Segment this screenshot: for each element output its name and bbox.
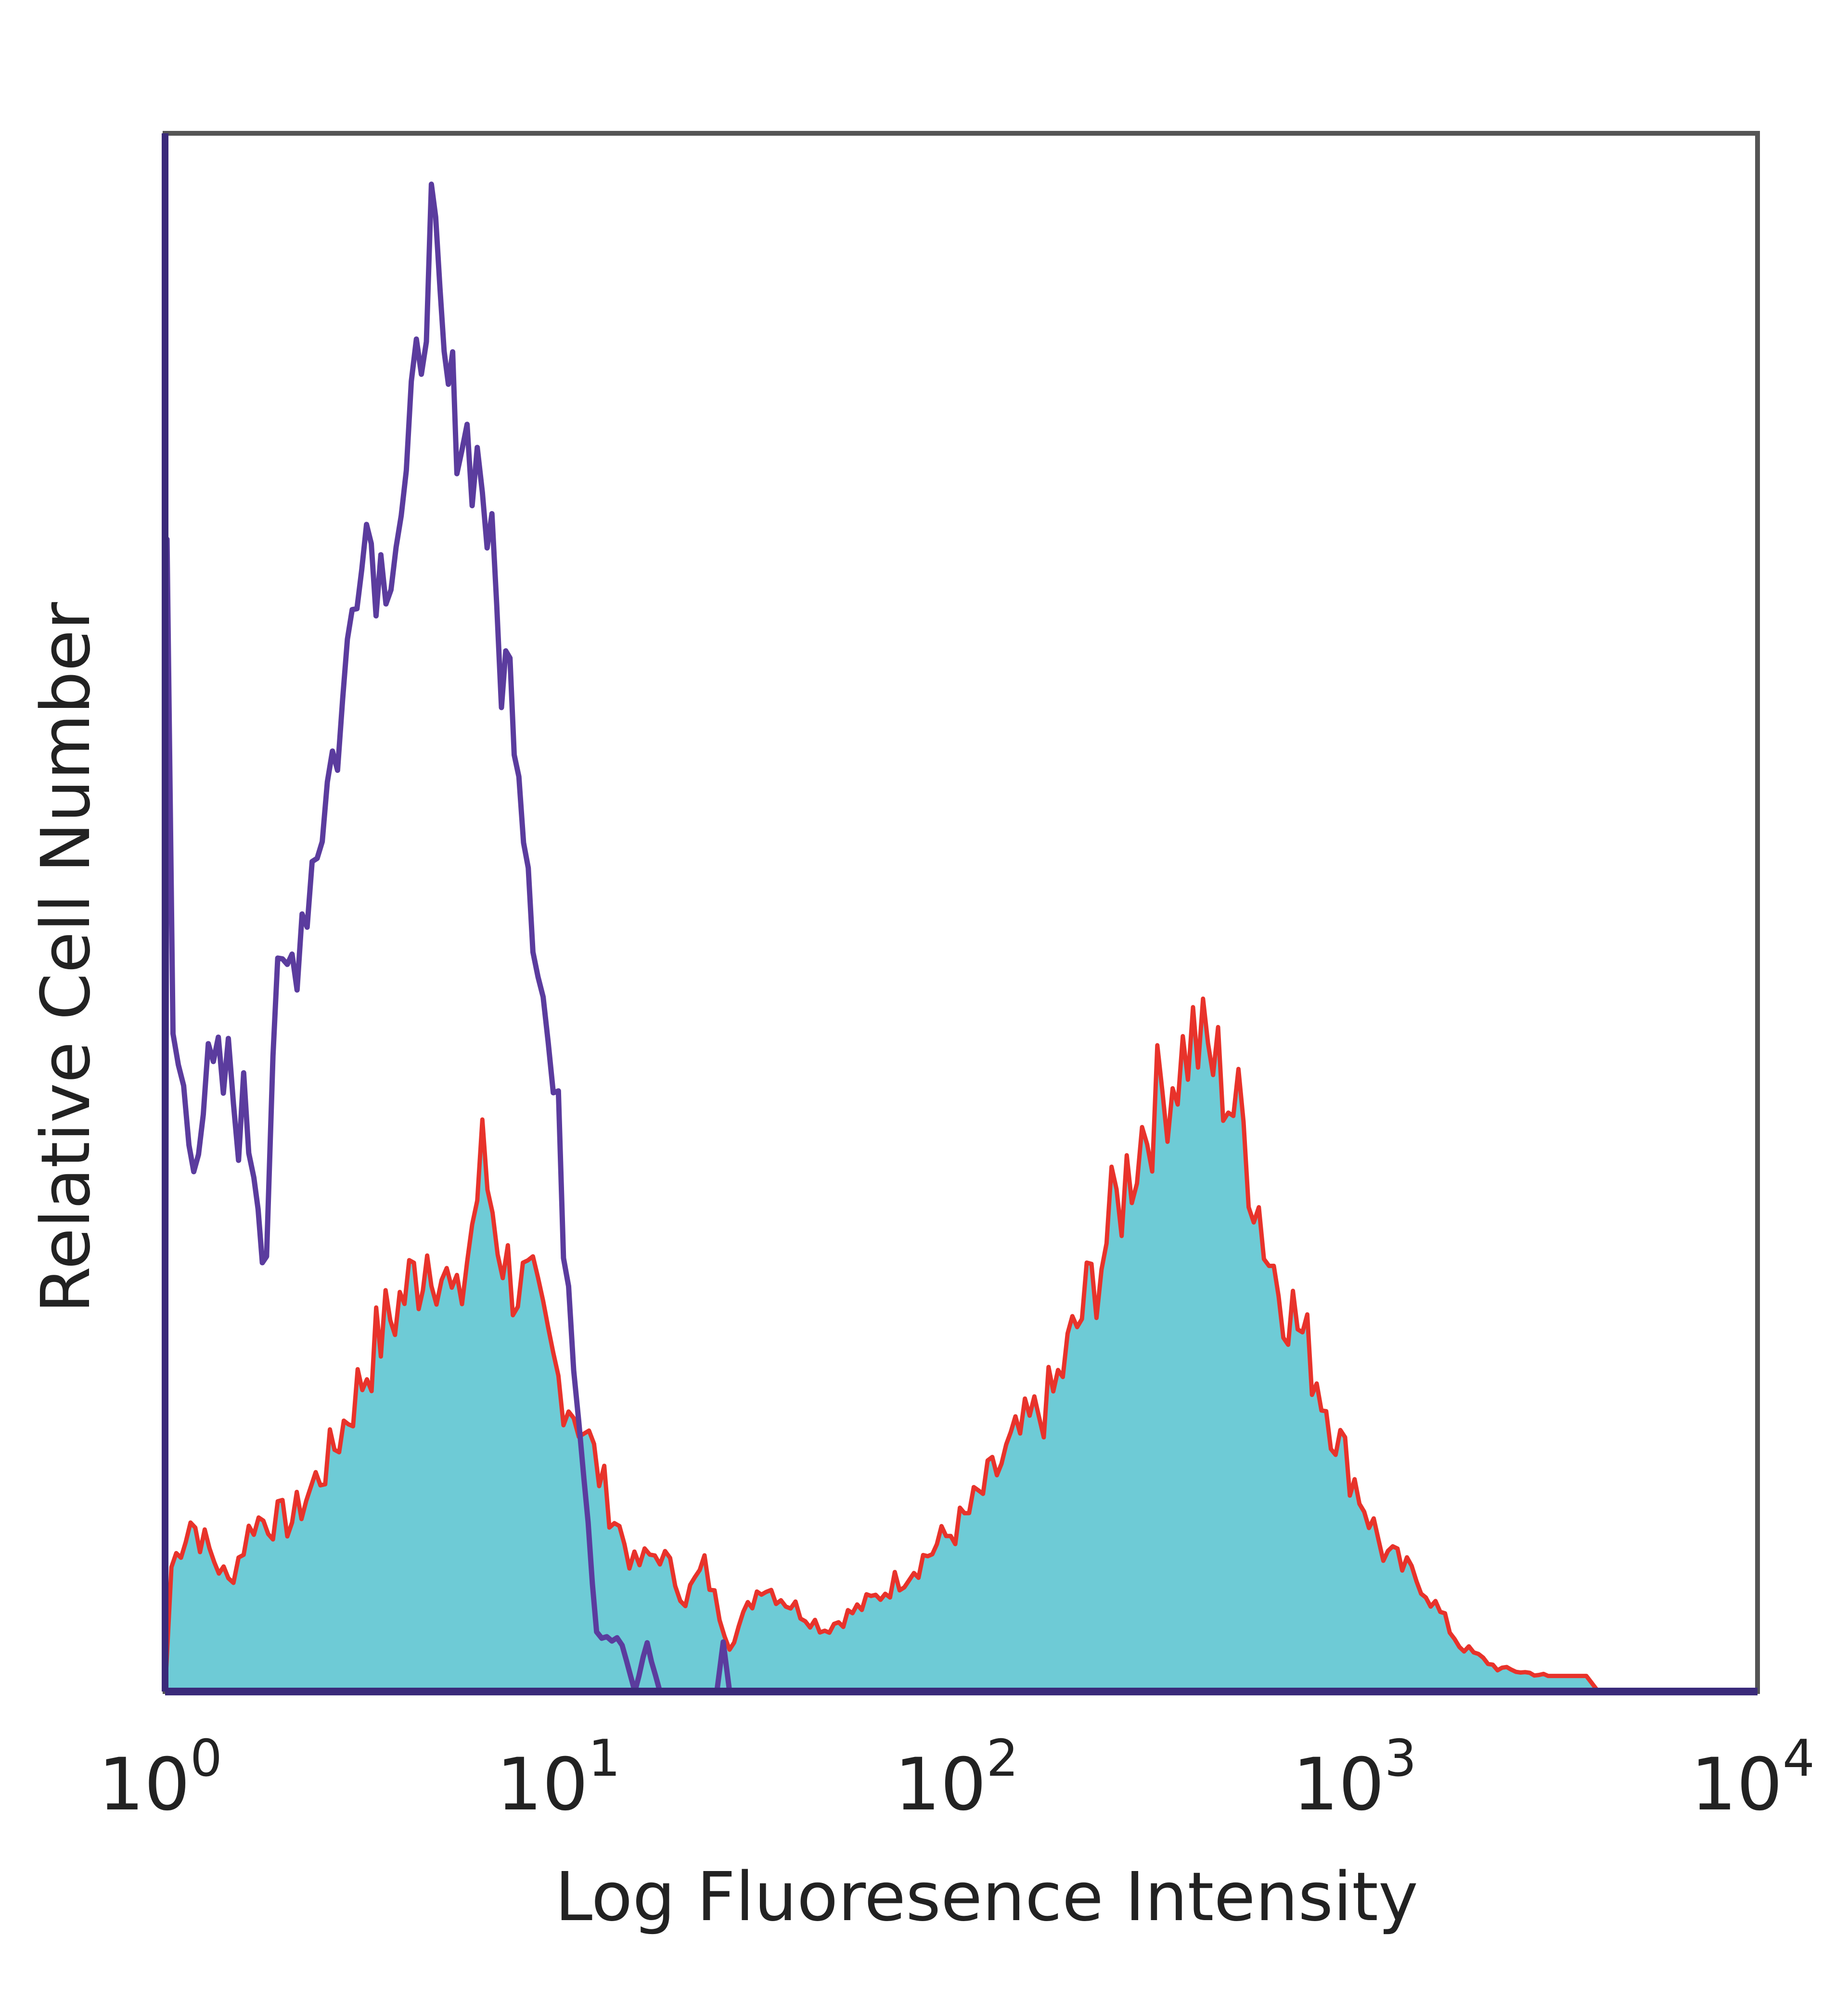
x-tick-label: 103 (1293, 1729, 1417, 1827)
x-tick-labels: 100 101 102 103 104 (98, 1729, 1815, 1827)
tick-base: 10 (895, 1743, 987, 1827)
x-tick-label: 104 (1691, 1729, 1815, 1827)
y-axis-label: Relative Cell Number (27, 602, 105, 1313)
x-axis-label: Log Fluoresence Intensity (555, 1858, 1418, 1936)
series-layer (162, 181, 1760, 1694)
tick-base: 10 (496, 1743, 588, 1827)
tick-base: 10 (98, 1743, 190, 1827)
x-tick-label: 102 (895, 1729, 1019, 1827)
x-tick-label: 100 (98, 1729, 222, 1827)
tick-base: 10 (1293, 1743, 1385, 1827)
tick-exponent: 4 (1783, 1729, 1815, 1788)
series-stained-sample-area (163, 996, 1760, 1694)
tick-exponent: 2 (987, 1729, 1019, 1788)
tick-exponent: 0 (190, 1729, 222, 1788)
tick-base: 10 (1691, 1743, 1783, 1827)
x-tick-label: 101 (496, 1729, 620, 1827)
tick-exponent: 3 (1385, 1729, 1417, 1788)
tick-exponent: 1 (588, 1729, 620, 1788)
